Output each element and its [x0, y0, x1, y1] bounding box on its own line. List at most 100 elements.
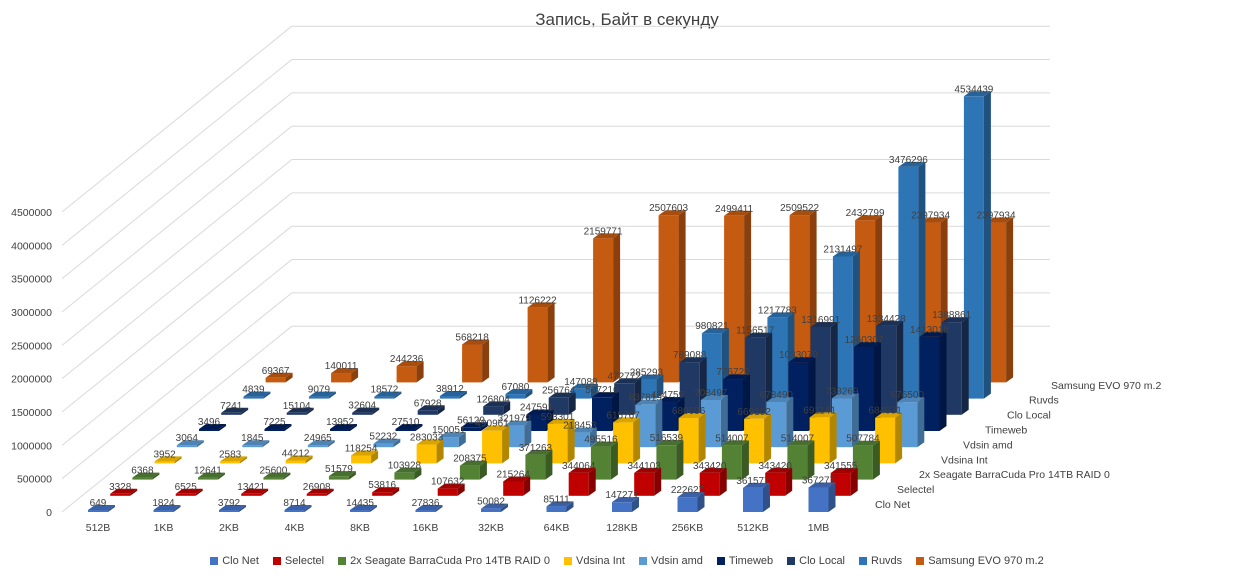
bar — [810, 322, 838, 415]
data-label: 371263 — [519, 443, 553, 454]
bar-front — [482, 430, 503, 464]
bar-front — [175, 493, 196, 496]
bar-side — [371, 450, 379, 464]
bar-front — [876, 325, 897, 415]
bar-front — [919, 336, 940, 431]
bar-side — [326, 488, 334, 496]
bar-side — [895, 412, 903, 464]
data-label: 568218 — [455, 333, 489, 344]
bar-side — [304, 505, 312, 512]
bar-front — [416, 444, 437, 464]
data-label: 25600 — [259, 466, 287, 477]
y-tick-label: 500000 — [17, 474, 52, 486]
bar-top — [765, 467, 793, 473]
bar-side — [241, 407, 249, 415]
bar — [132, 472, 160, 480]
bar-top — [265, 372, 293, 378]
series-axis-label: Clo Net — [875, 499, 910, 511]
bar — [416, 439, 444, 464]
gridline-diagonal — [61, 92, 293, 280]
bar-top — [724, 210, 752, 216]
bar-top — [636, 374, 664, 380]
bar-top — [503, 476, 531, 482]
bar-side — [786, 396, 794, 448]
bar-top — [743, 482, 770, 488]
bar-front — [636, 379, 657, 399]
bar-front — [176, 445, 197, 448]
bar — [481, 503, 508, 512]
bar-side — [961, 317, 969, 415]
legend-swatch — [859, 557, 867, 565]
bar — [634, 467, 662, 496]
bar-front — [374, 396, 395, 399]
data-label: 507784 — [846, 434, 880, 445]
data-label: 18572 — [370, 385, 398, 396]
bar-side — [415, 424, 423, 431]
bar-side — [698, 413, 706, 464]
data-label: 733269 — [825, 386, 859, 397]
series-axis-label: Clo Local — [1007, 410, 1051, 422]
bar-front — [898, 166, 919, 399]
bar-top — [593, 233, 621, 239]
bar-top — [963, 91, 991, 97]
bar-top — [590, 441, 618, 447]
bar-top — [394, 467, 422, 473]
data-label: 2499411 — [715, 204, 754, 215]
bar-side — [414, 467, 422, 480]
bar-top — [350, 505, 377, 510]
bar-side — [610, 441, 618, 480]
bar-front — [308, 396, 329, 399]
data-label: 2509522 — [780, 203, 819, 214]
gridline-diagonal — [61, 25, 293, 213]
bar-front — [526, 414, 547, 431]
x-tick-label: 16KB — [413, 522, 439, 534]
bar-front — [613, 422, 634, 464]
bar — [243, 391, 271, 399]
data-label: 14435 — [346, 498, 374, 509]
bar — [199, 424, 226, 431]
bar — [745, 332, 773, 415]
bar-front — [852, 445, 873, 480]
bar-front — [830, 473, 851, 496]
bar — [765, 467, 793, 496]
bar-side — [655, 399, 663, 448]
bar-side — [458, 432, 466, 448]
bar — [351, 450, 379, 464]
bar-side — [108, 505, 115, 512]
data-label: 2131497 — [823, 245, 862, 256]
bar-front — [721, 445, 742, 480]
bar-front — [527, 307, 548, 383]
bar-top — [744, 413, 772, 419]
bar — [830, 468, 858, 496]
bar-side — [285, 372, 293, 383]
data-label: 27836 — [412, 498, 440, 509]
data-label: 9079 — [308, 385, 331, 396]
data-label: 244236 — [390, 354, 424, 365]
legend-label: Ruvds — [871, 555, 903, 567]
legend-label: Timeweb — [728, 555, 774, 567]
bar-top — [810, 322, 838, 328]
bar — [809, 412, 837, 464]
bar — [328, 471, 356, 480]
bar — [373, 438, 401, 448]
bar-front — [592, 397, 612, 431]
bar-front — [810, 327, 831, 415]
bar — [613, 417, 641, 464]
data-label: 118254 — [345, 444, 378, 455]
bar — [593, 233, 621, 383]
x-tick-label: 1MB — [808, 522, 830, 534]
bar-front — [459, 465, 480, 480]
bar-front — [417, 410, 438, 415]
bar-side — [896, 320, 904, 415]
bar-side — [568, 392, 576, 415]
bar — [546, 501, 574, 512]
data-label: 67928 — [414, 398, 442, 409]
bar — [658, 210, 686, 383]
data-label: 1824 — [152, 498, 175, 509]
bar — [963, 91, 991, 399]
bar-side — [741, 440, 749, 480]
data-label: 1217783 — [758, 305, 797, 316]
bar-top — [658, 210, 686, 216]
bar-top — [242, 440, 270, 446]
data-label: 321979 — [498, 414, 532, 425]
